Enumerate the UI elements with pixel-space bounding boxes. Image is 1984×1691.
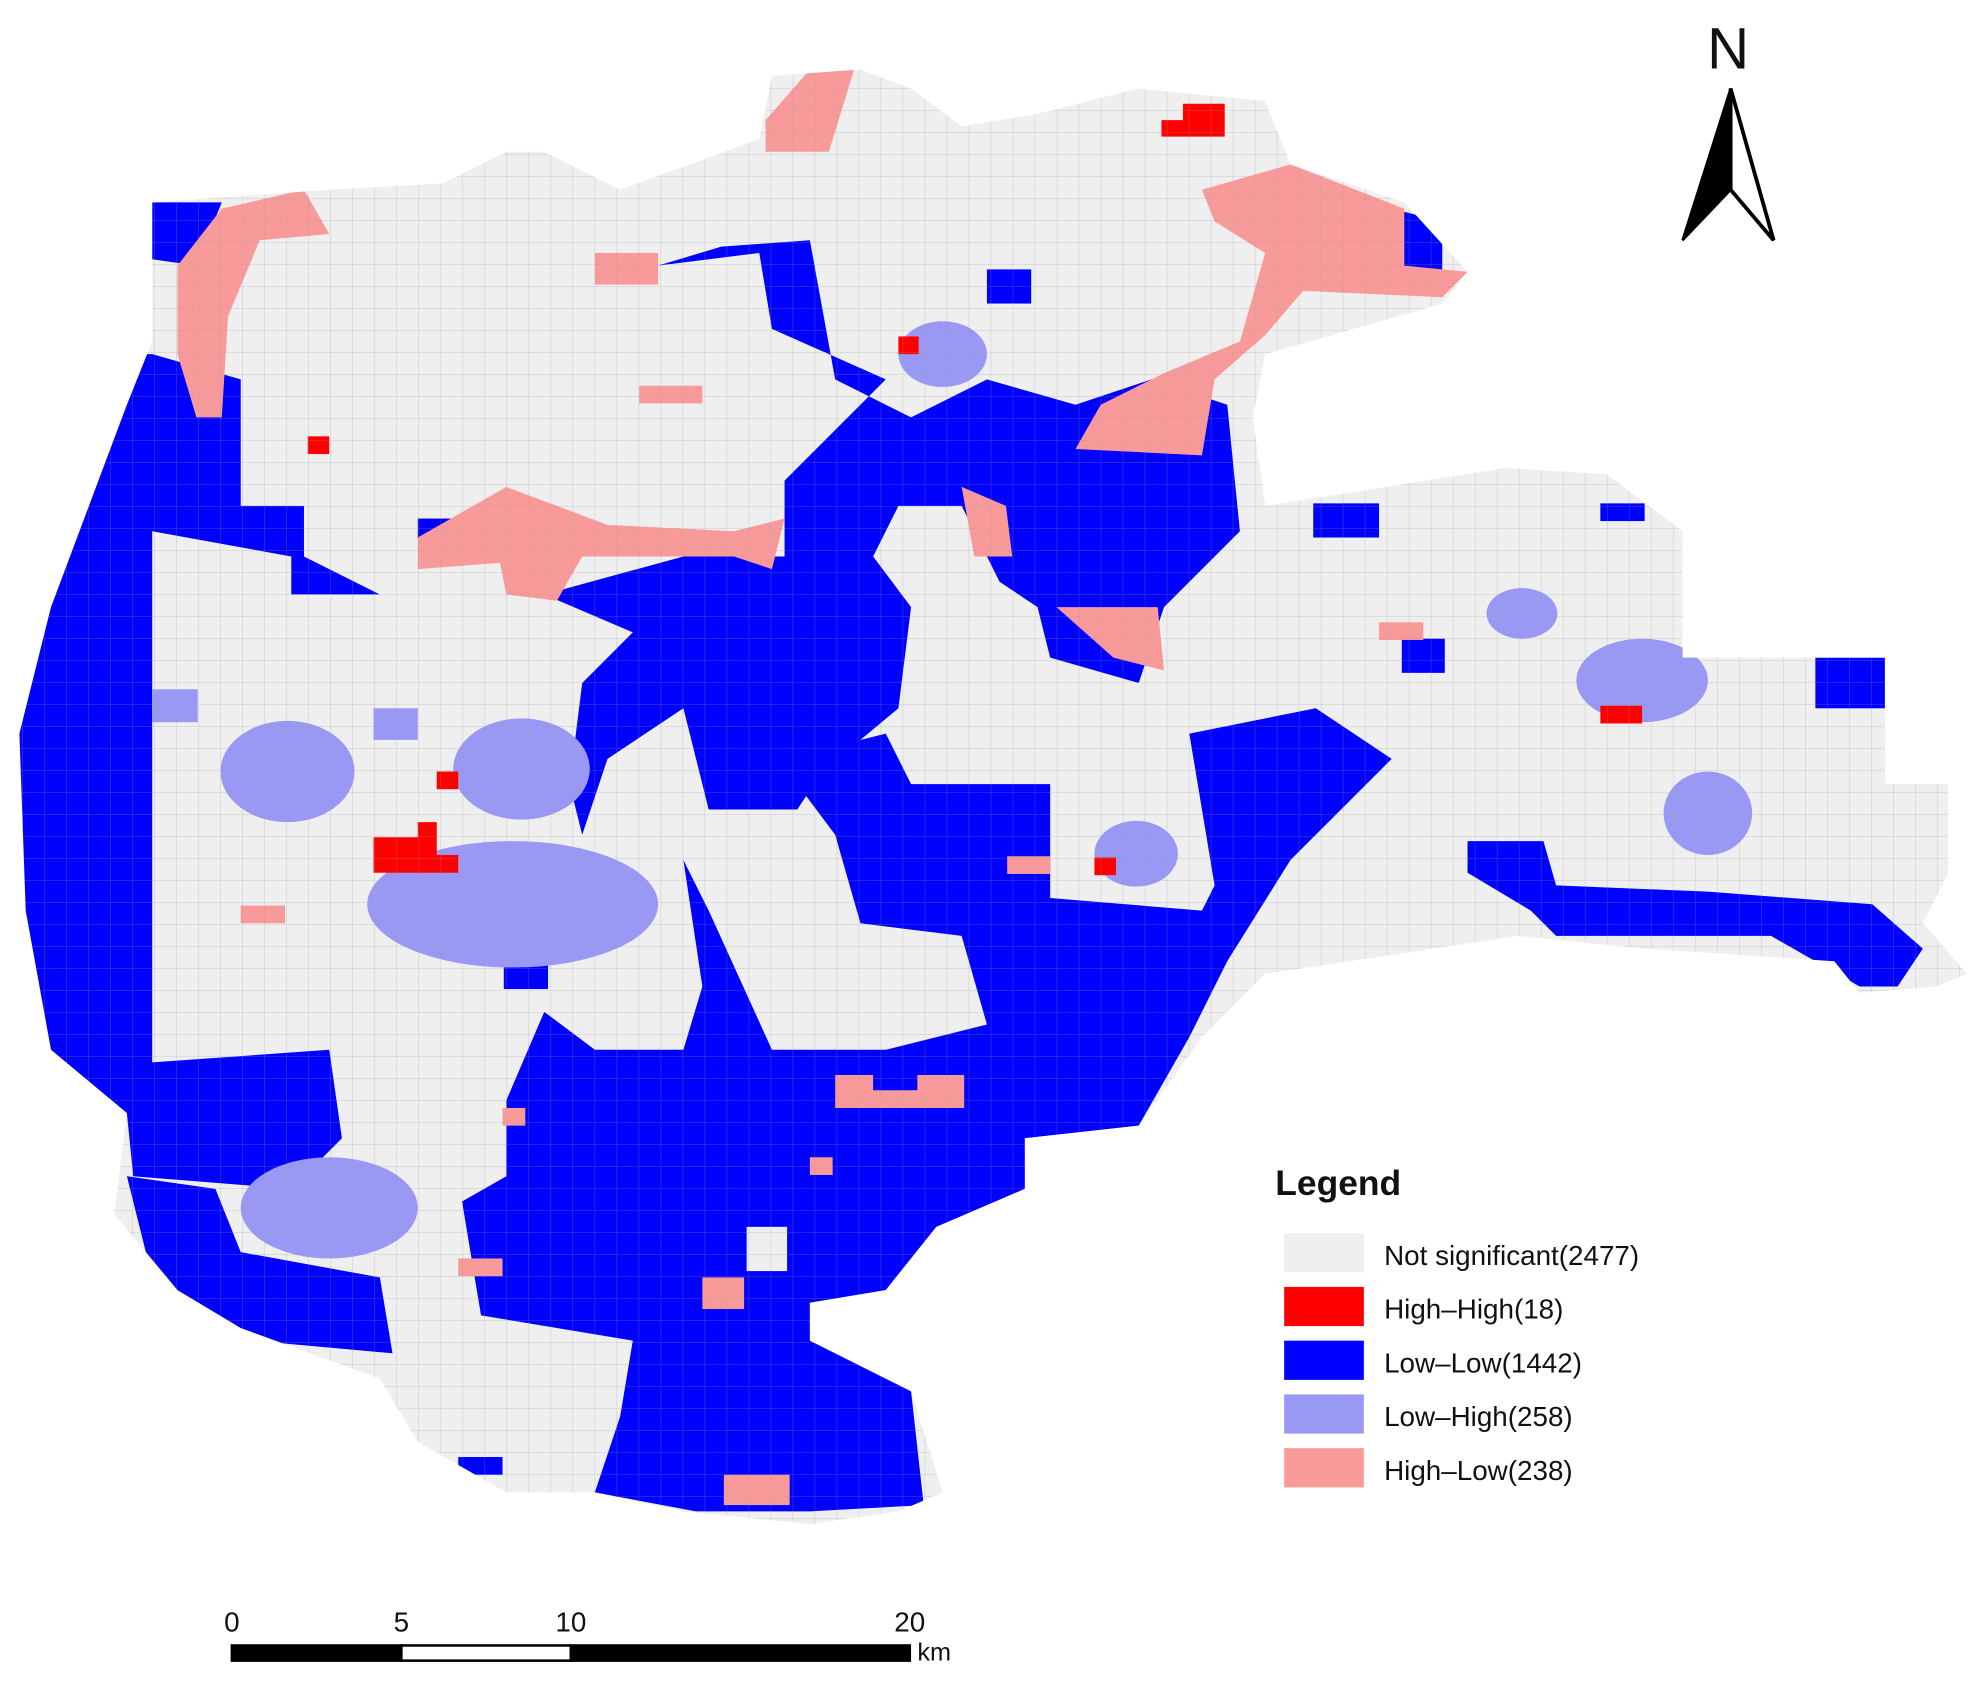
- scale-segment: [569, 1644, 912, 1662]
- legend-label: High–Low(238): [1384, 1455, 1573, 1486]
- north-arrow-left: [1681, 88, 1732, 242]
- scale-unit: km: [917, 1639, 951, 1667]
- scale-tick-label: 10: [555, 1607, 586, 1638]
- scale-tick-label: 20: [894, 1607, 925, 1638]
- legend-swatch: [1284, 1233, 1364, 1273]
- legend: Not significant(2477) High–High(18) Low–Lo…: [1284, 1233, 1639, 1488]
- legend-label: Not significant(2477): [1384, 1240, 1639, 1271]
- scale-segment: [400, 1644, 573, 1662]
- legend-title: Legend: [1275, 1163, 1401, 1203]
- legend-swatch: [1284, 1286, 1364, 1327]
- north-arrow-right: [1728, 88, 1776, 242]
- scale-tick-label: 5: [394, 1607, 409, 1638]
- legend-swatch: [1284, 1340, 1364, 1380]
- north-label: N: [1707, 16, 1749, 81]
- scale-tick-label: 0: [224, 1607, 239, 1638]
- legend-swatch: [1284, 1394, 1364, 1434]
- legend-label: Low–Low(1442): [1384, 1347, 1582, 1378]
- legend-label: High–High(18): [1384, 1294, 1563, 1325]
- legend-label: Low–High(258): [1384, 1401, 1573, 1432]
- legend-swatch: [1284, 1448, 1364, 1488]
- scale-segment: [230, 1644, 403, 1662]
